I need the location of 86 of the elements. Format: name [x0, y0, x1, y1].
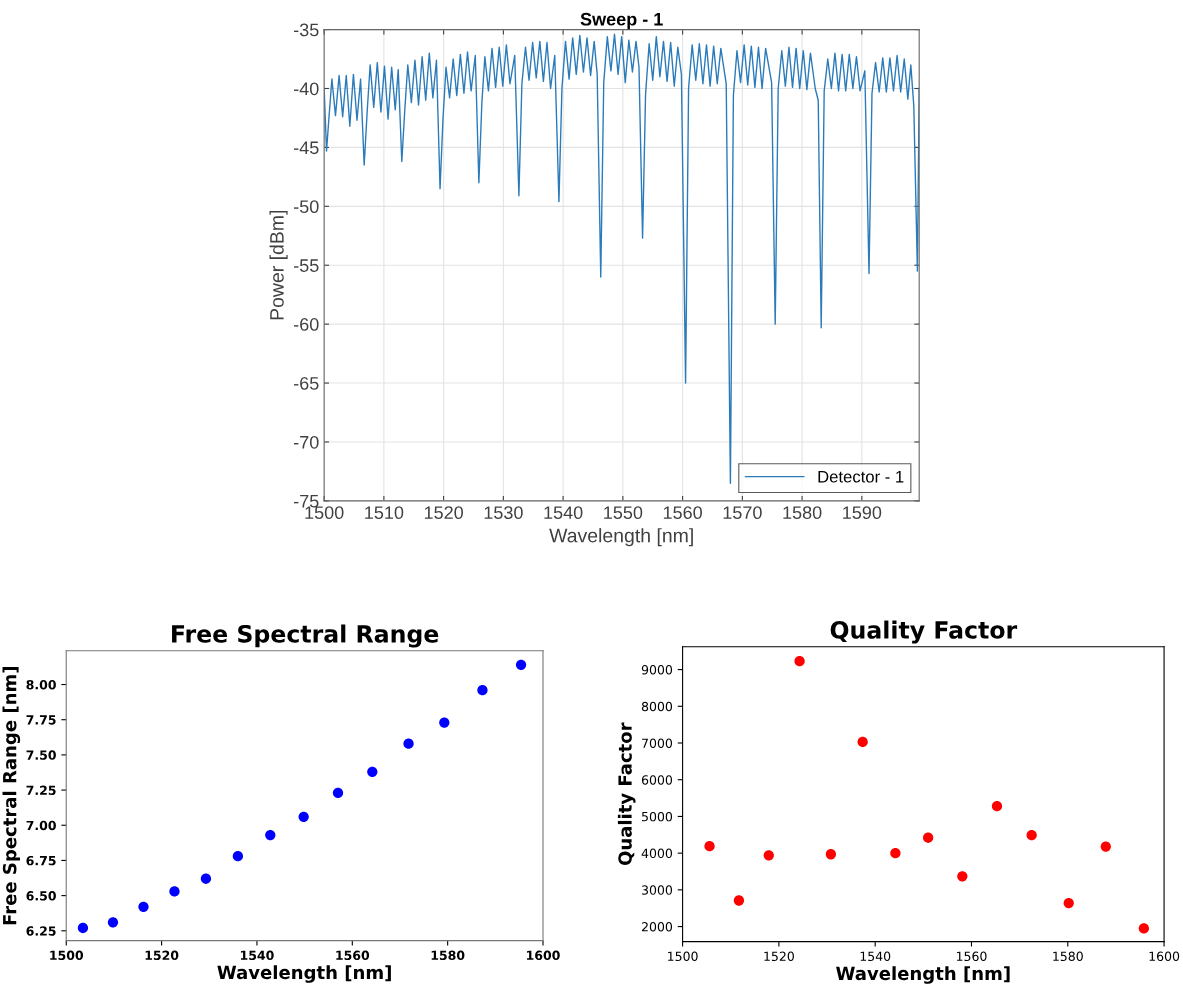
point — [439, 717, 450, 728]
x-tick-label: 1600 — [1149, 951, 1180, 962]
y-tick-label: 6.50 — [26, 891, 56, 901]
y-tick-label: 2000 — [641, 922, 673, 932]
point — [200, 873, 212, 884]
x-tick-label: 1590 — [843, 506, 882, 520]
point — [298, 811, 309, 822]
y-tick-label: -45 — [293, 141, 319, 155]
x-tick-label: 1580 — [431, 950, 465, 961]
y-axis-title: Free Spectral Range [nm] — [2, 667, 21, 925]
x-tick-label: 1500 — [50, 950, 84, 961]
y-tick-label: 7.00 — [26, 820, 56, 831]
x-tick-label: 1540 — [240, 950, 274, 961]
y-tick-label: 7000 — [642, 738, 673, 748]
y-tick-label: 9000 — [641, 665, 673, 675]
x-tick-label: 1500 — [668, 951, 698, 962]
point — [825, 849, 837, 860]
point — [1026, 830, 1037, 841]
x-tick-label: 1520 — [424, 506, 464, 520]
point — [77, 922, 89, 934]
x-tick-label: 1530 — [484, 506, 523, 520]
point — [1063, 897, 1074, 909]
x-axis-title: Wavelength [nm] — [836, 966, 1010, 984]
point — [477, 685, 488, 696]
x-tick-label: 1540 — [544, 506, 583, 520]
y-tick-label: -35 — [293, 23, 319, 37]
x-tick-label: 1510 — [365, 506, 404, 520]
point — [763, 850, 774, 861]
x-tick-label: 1560 — [663, 506, 702, 520]
point — [232, 851, 244, 862]
point — [991, 801, 1003, 812]
y-tick-label: 8.00 — [26, 680, 56, 690]
point — [733, 895, 745, 906]
x-axis-title: Wavelength [nm] — [217, 965, 391, 983]
point — [923, 832, 934, 843]
x-tick-label: 1550 — [604, 506, 643, 520]
x-axis-title: Wavelength [nm] — [549, 528, 693, 547]
y-tick-label: -60 — [293, 318, 319, 331]
x-tick-label: 1580 — [783, 506, 822, 520]
x-tick-label: 1600 — [527, 950, 560, 961]
chart-title: Quality Factor — [830, 620, 1018, 644]
point — [794, 655, 805, 667]
y-tick-label: 6.75 — [26, 855, 56, 866]
point — [704, 841, 715, 852]
x-tick-label: 1570 — [723, 506, 762, 520]
y-tick-label: -55 — [293, 259, 319, 272]
point — [957, 871, 968, 882]
point — [1100, 841, 1111, 852]
y-tick-label: 4000 — [641, 848, 673, 859]
x-tick-label: 1540 — [860, 951, 891, 962]
point — [169, 886, 180, 897]
y-tick-label: 7.50 — [26, 750, 56, 760]
y-tick-label: -65 — [293, 377, 319, 390]
x-tick-label: 1560 — [336, 950, 370, 961]
y-tick-label: 7.25 — [26, 785, 56, 795]
point — [515, 659, 527, 670]
y-tick-label: 6000 — [641, 775, 673, 785]
point — [332, 787, 344, 799]
point — [138, 901, 149, 913]
x-tick-label: 1580 — [1053, 951, 1083, 962]
point — [403, 738, 414, 749]
point — [857, 736, 868, 748]
point — [890, 848, 901, 859]
y-tick-label: 7.75 — [26, 715, 56, 725]
chart-title: Free Spectral Range — [172, 624, 439, 648]
y-tick-label: 8000 — [641, 701, 673, 712]
y-axis-title: Quality Factor — [617, 722, 636, 866]
line-series — [324, 33, 920, 484]
y-tick-label: 6.25 — [26, 926, 56, 936]
point — [367, 766, 378, 777]
chart-title: Sweep - 1 — [580, 12, 663, 30]
x-tick-label: 1560 — [956, 951, 987, 962]
point — [265, 829, 276, 841]
x-tick-label: 1500 — [305, 506, 344, 520]
y-tick-label: 5000 — [642, 811, 673, 822]
y-tick-label: -50 — [293, 200, 319, 214]
x-tick-label: 1520 — [145, 950, 179, 961]
y-tick-label: -70 — [293, 435, 319, 449]
y-tick-label: 3000 — [642, 885, 673, 895]
y-tick-label: -40 — [293, 82, 319, 96]
point — [1138, 923, 1149, 934]
y-axis-title: Power [dBm] — [269, 210, 288, 320]
point — [107, 917, 119, 928]
x-tick-label: 1520 — [764, 951, 794, 962]
legend-label: Detector - 1 — [818, 470, 904, 483]
y-tick-label: -75 — [293, 495, 319, 508]
